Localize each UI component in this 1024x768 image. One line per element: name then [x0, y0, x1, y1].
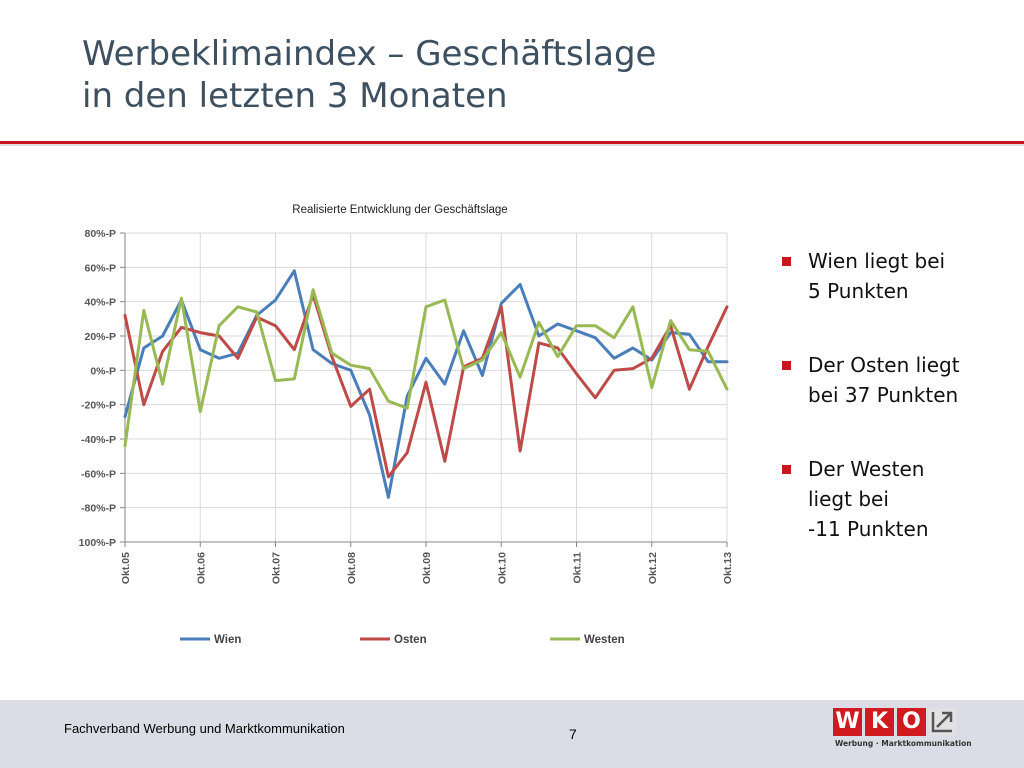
slide-title-line-1: Werbeklimaindex – Geschäftslage — [82, 34, 657, 74]
chart-legend: Wien Osten Westen — [180, 634, 625, 646]
bullet-square-icon — [782, 465, 791, 474]
chart-y-tick-labels: 80%-P 60%-P 40%-P 20%-P 0%-P -20%-P -40%-P -60%… — [79, 228, 116, 549]
key-findings-list: Wien liegt bei 5 Punkten Der Osten liegt… — [780, 246, 1005, 588]
x-tick-label: Okt.13 — [722, 552, 734, 584]
x-tick-label: Okt.07 — [271, 552, 283, 584]
chart-axes — [120, 232, 728, 547]
bullet-text: Der Osten liegt bei 37 Punkten — [808, 353, 960, 407]
logo-letter-w: W — [833, 708, 862, 736]
y-tick-label: 20%-P — [84, 331, 116, 343]
bullet-text: Der Westen liegt bei -11 Punkten — [808, 457, 929, 541]
series-line-osten — [123, 293, 729, 479]
logo-subtitle: Werbung · Marktkommunikation — [835, 739, 972, 748]
title-divider-shadow — [0, 144, 1024, 146]
bullet-osten: Der Osten liegt bei 37 Punkten — [780, 350, 1005, 410]
x-tick-label: Okt.09 — [421, 552, 433, 584]
footer-organization: Fachverband Werbung und Marktkommunikati… — [64, 721, 345, 736]
y-tick-label: -80%-P — [81, 503, 116, 515]
x-tick-label: Okt.06 — [195, 552, 207, 584]
logo-letter-k: K — [865, 708, 894, 736]
page-number: 7 — [569, 726, 577, 742]
chart-series-lines — [123, 269, 729, 499]
footer-bar: Fachverband Werbung und Marktkommunikati… — [0, 700, 1024, 768]
y-tick-label: -20%-P — [81, 400, 116, 412]
bullet-wien: Wien liegt bei 5 Punkten — [780, 246, 1005, 306]
slide-title-line-2: in den letzten 3 Monaten — [82, 76, 508, 116]
y-tick-label: 100%-P — [79, 537, 116, 549]
series-line-wien — [123, 269, 729, 499]
line-chart: Realisierte Entwicklung der Geschäftslag… — [79, 204, 734, 646]
wko-logo: W K O Werbung · Marktkommunikation — [833, 708, 972, 752]
bullet-square-icon — [782, 257, 791, 266]
x-tick-label: Okt.11 — [572, 552, 584, 584]
y-tick-label: -40%-P — [81, 434, 116, 446]
legend-label-wien: Wien — [214, 634, 241, 646]
bullet-westen: Der Westen liegt bei -11 Punkten — [780, 454, 1005, 544]
logo-arrow-icon — [929, 708, 956, 735]
y-tick-label: -60%-P — [81, 468, 116, 480]
chart-horizontal-gridlines — [125, 232, 727, 543]
legend-label-westen: Westen — [584, 634, 625, 646]
bullet-text: Wien liegt bei 5 Punkten — [808, 249, 946, 303]
y-tick-label: 80%-P — [84, 228, 116, 240]
slide-title: Werbeklimaindex – Geschäftslage in den l… — [82, 33, 656, 117]
y-tick-label: 0%-P — [90, 365, 116, 377]
y-tick-label: 60%-P — [84, 262, 116, 274]
series-line-westen — [123, 288, 729, 448]
chart-title: Realisierte Entwicklung der Geschäftslag… — [292, 204, 507, 216]
x-tick-label: Okt.12 — [647, 552, 659, 584]
x-tick-label: Okt.08 — [346, 552, 358, 584]
chart-x-tick-labels: Okt.05 Okt.06 Okt.07 Okt.08 Okt.09 Okt.10 Okt.… — [120, 552, 734, 584]
title-divider — [0, 141, 1024, 144]
bullet-square-icon — [782, 361, 791, 370]
logo-letter-o: O — [897, 708, 926, 736]
x-tick-label: Okt.10 — [496, 552, 508, 584]
legend-label-osten: Osten — [394, 634, 427, 646]
y-tick-label: 40%-P — [84, 297, 116, 309]
x-tick-label: Okt.05 — [120, 552, 132, 584]
